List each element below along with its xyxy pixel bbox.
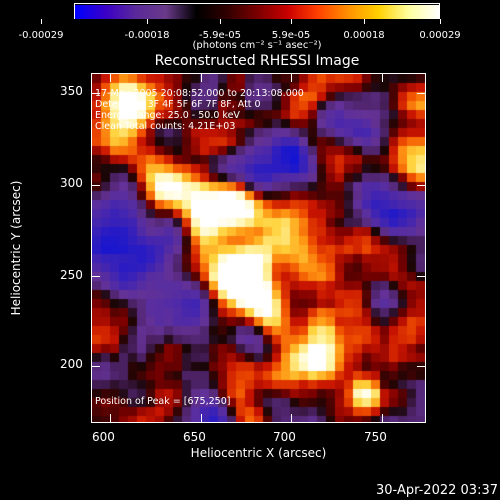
peak-position-text: Position of Peak = [675,250] <box>95 396 231 407</box>
y-tick-mark <box>92 93 100 94</box>
x-tick-mark <box>382 414 383 422</box>
colorbar-tick-label: -0.00029 <box>18 30 64 41</box>
info-line-detectors: Detectors: 3F 4F 5F 6F 7F 8F, Att 0 <box>95 99 261 110</box>
x-tick-label: 650 <box>183 430 206 444</box>
y-tick-mark <box>417 185 425 186</box>
info-line-energy: Energy Range: 25.0 - 50.0 keV <box>95 110 240 121</box>
colorbar-tick <box>147 19 148 24</box>
info-line-time: 17-May-2005 20:08:52.000 to 20:13:08.000 <box>95 88 304 99</box>
colorbar-tick <box>440 19 441 24</box>
info-line-clean: Clean Total counts: 4.21E+03 <box>95 121 236 132</box>
colorbar-tick-label: 5.9e-05 <box>271 30 311 41</box>
colorbar-tick <box>220 19 221 24</box>
x-tick-mark <box>382 74 383 82</box>
colorbar-tick <box>41 19 42 24</box>
colorbar-tick-label: 0.00018 <box>343 30 385 41</box>
y-tick-label: 250 <box>60 268 83 282</box>
x-tick-mark <box>291 414 292 422</box>
y-tick-mark <box>92 366 100 367</box>
y-axis-title: Heliocentric Y (arcsec) <box>9 180 23 316</box>
y-tick-label: 350 <box>60 84 83 98</box>
x-tick-mark <box>201 74 202 82</box>
y-tick-mark <box>417 366 425 367</box>
heatmap-plot: 17-May-2005 20:08:52.000 to 20:13:08.000… <box>91 73 426 423</box>
x-tick-mark <box>110 414 111 422</box>
colorbar-ticks: -0.00029 -0.00018 -5.9e-05 5.9e-05 0.00018 0.… <box>0 19 500 41</box>
x-tick-mark <box>291 74 292 82</box>
colorbar-tick-label: -5.9e-05 <box>199 30 241 41</box>
colorbar <box>74 3 440 19</box>
y-tick-mark <box>417 93 425 94</box>
colorbar-tick <box>291 19 292 24</box>
y-tick-mark <box>417 276 425 277</box>
colorbar-tick-label: -0.00018 <box>124 30 170 41</box>
y-tick-label: 200 <box>60 357 83 371</box>
heatmap-image <box>92 74 425 422</box>
y-tick-label: 300 <box>60 176 83 190</box>
x-tick-mark <box>201 414 202 422</box>
y-tick-mark <box>92 185 100 186</box>
x-tick-label: 750 <box>364 430 387 444</box>
x-tick-mark <box>110 74 111 82</box>
x-axis-title: Heliocentric X (arcsec) <box>190 446 327 460</box>
colorbar-units: (photons cm⁻² s⁻¹ asec⁻²) <box>192 40 322 51</box>
colorbar-tick <box>364 19 365 24</box>
plot-title: Reconstructed RHESSI Image <box>154 53 360 69</box>
x-tick-label: 700 <box>273 430 296 444</box>
colorbar-tick-label: 0.00029 <box>419 30 461 41</box>
y-tick-mark <box>92 276 100 277</box>
x-tick-label: 600 <box>92 430 115 444</box>
colorbar-gradient <box>75 5 439 19</box>
timestamp: 30-Apr-2022 03:37 <box>376 483 498 498</box>
